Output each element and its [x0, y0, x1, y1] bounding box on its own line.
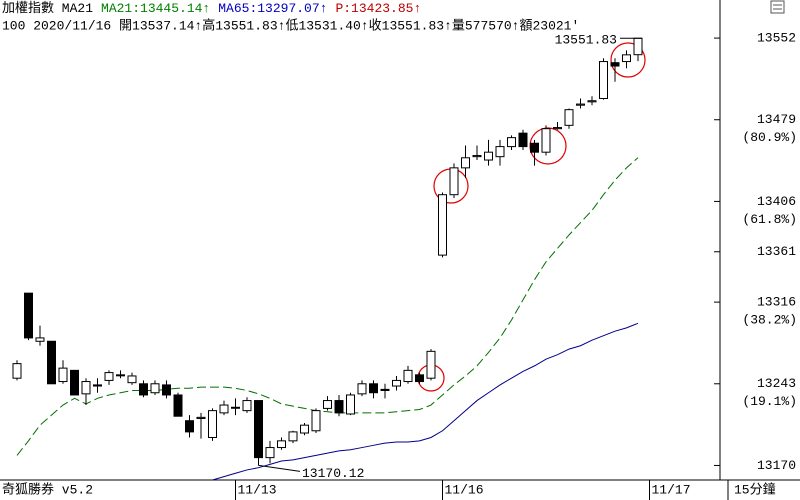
candle-body	[185, 420, 194, 433]
candle-body	[58, 367, 68, 383]
candle-body	[127, 375, 137, 384]
candle-body	[438, 194, 447, 256]
candle-body	[472, 155, 482, 158]
candle-body	[495, 146, 505, 158]
candle-body	[334, 400, 344, 414]
candle-body	[173, 394, 183, 417]
header-item: MA21:13445.14↑	[101, 1, 210, 16]
candle-body	[518, 132, 528, 148]
candle-body	[507, 137, 516, 148]
retracement-label: (80.9%)	[742, 130, 797, 145]
candle-body	[196, 416, 206, 419]
candle-body	[415, 374, 424, 383]
header-item: MA65:13297.07↑	[218, 1, 327, 16]
candle-body	[369, 383, 378, 394]
moving-average-line	[16, 157, 639, 456]
candle-body	[70, 369, 79, 396]
x-tick-label: 11/17	[652, 482, 691, 497]
header-line: 加權指數 MA21 MA21:13445.14↑ MA65:13297.07↑ P:1…	[2, 1, 421, 16]
candle-body	[81, 381, 91, 395]
candle-body	[208, 410, 217, 438]
candle-body	[392, 379, 401, 387]
y-tick-label: 13243	[757, 376, 796, 391]
moving-average-line	[212, 322, 639, 481]
candle-body	[288, 431, 298, 442]
candle-body	[12, 363, 22, 379]
candle-body	[116, 374, 125, 377]
y-tick-label: 13552	[757, 31, 796, 46]
candle-body	[622, 54, 631, 63]
candle-body	[24, 292, 33, 339]
candle-body	[449, 167, 459, 196]
retracement-label: (61.8%)	[742, 212, 797, 227]
candle-body	[150, 383, 160, 394]
candle-body	[300, 424, 309, 434]
candle-body	[219, 404, 229, 414]
footer-left: 奇狐勝券 v5.2	[2, 481, 93, 497]
candle-body	[530, 142, 539, 153]
candle-body	[93, 384, 102, 387]
candle-body	[242, 400, 252, 412]
candle-body	[403, 369, 413, 383]
candle-body	[380, 388, 390, 391]
candle-body	[346, 394, 355, 415]
candle-body	[576, 103, 585, 106]
candle-body	[311, 410, 321, 432]
y-tick-label: 13316	[757, 295, 796, 310]
annotation-leader	[258, 464, 301, 472]
candle-body	[426, 350, 436, 379]
x-tick-label: 11/13	[238, 482, 277, 497]
candle-body	[139, 383, 148, 396]
candle-body	[484, 151, 493, 161]
candle-body	[610, 62, 620, 67]
candle-body	[357, 383, 367, 395]
y-tick-label: 13170	[757, 458, 796, 473]
candle-body	[541, 128, 551, 153]
menu-icon[interactable]	[770, 0, 785, 14]
header-item: P:13423.85↑	[335, 1, 421, 16]
low-annotation: 13170.12	[302, 466, 364, 481]
header-item: 加權指數 MA21	[2, 1, 93, 16]
candle-body	[231, 406, 240, 409]
y-tick-label: 13479	[757, 112, 796, 127]
candle-body	[35, 337, 45, 342]
high-annotation: 13551.83	[555, 33, 617, 48]
candle-body	[47, 340, 56, 385]
candle-body	[323, 400, 332, 409]
x-tick-label: 11/16	[445, 482, 484, 497]
candle-body	[162, 384, 171, 396]
retracement-label: (38.2%)	[742, 313, 797, 328]
y-tick-label: 13361	[757, 244, 796, 259]
retracement-label: (19.1%)	[742, 394, 797, 409]
candle-body	[265, 447, 275, 459]
candle-body	[104, 372, 114, 381]
candle-body	[599, 61, 608, 99]
candle-body	[277, 440, 286, 449]
candle-body	[553, 127, 562, 130]
candle-body	[633, 37, 643, 56]
y-tick-label: 13406	[757, 194, 796, 209]
candle-body	[461, 157, 470, 169]
footer-right: 15分鐘	[734, 481, 776, 497]
candle-body	[254, 400, 263, 459]
candle-body	[587, 100, 597, 103]
header-quote: 100 2020/11/16 開13537.14↑高13551.83↑低1353…	[2, 17, 579, 33]
highlight-circle	[610, 42, 646, 78]
candle-body	[564, 109, 574, 126]
